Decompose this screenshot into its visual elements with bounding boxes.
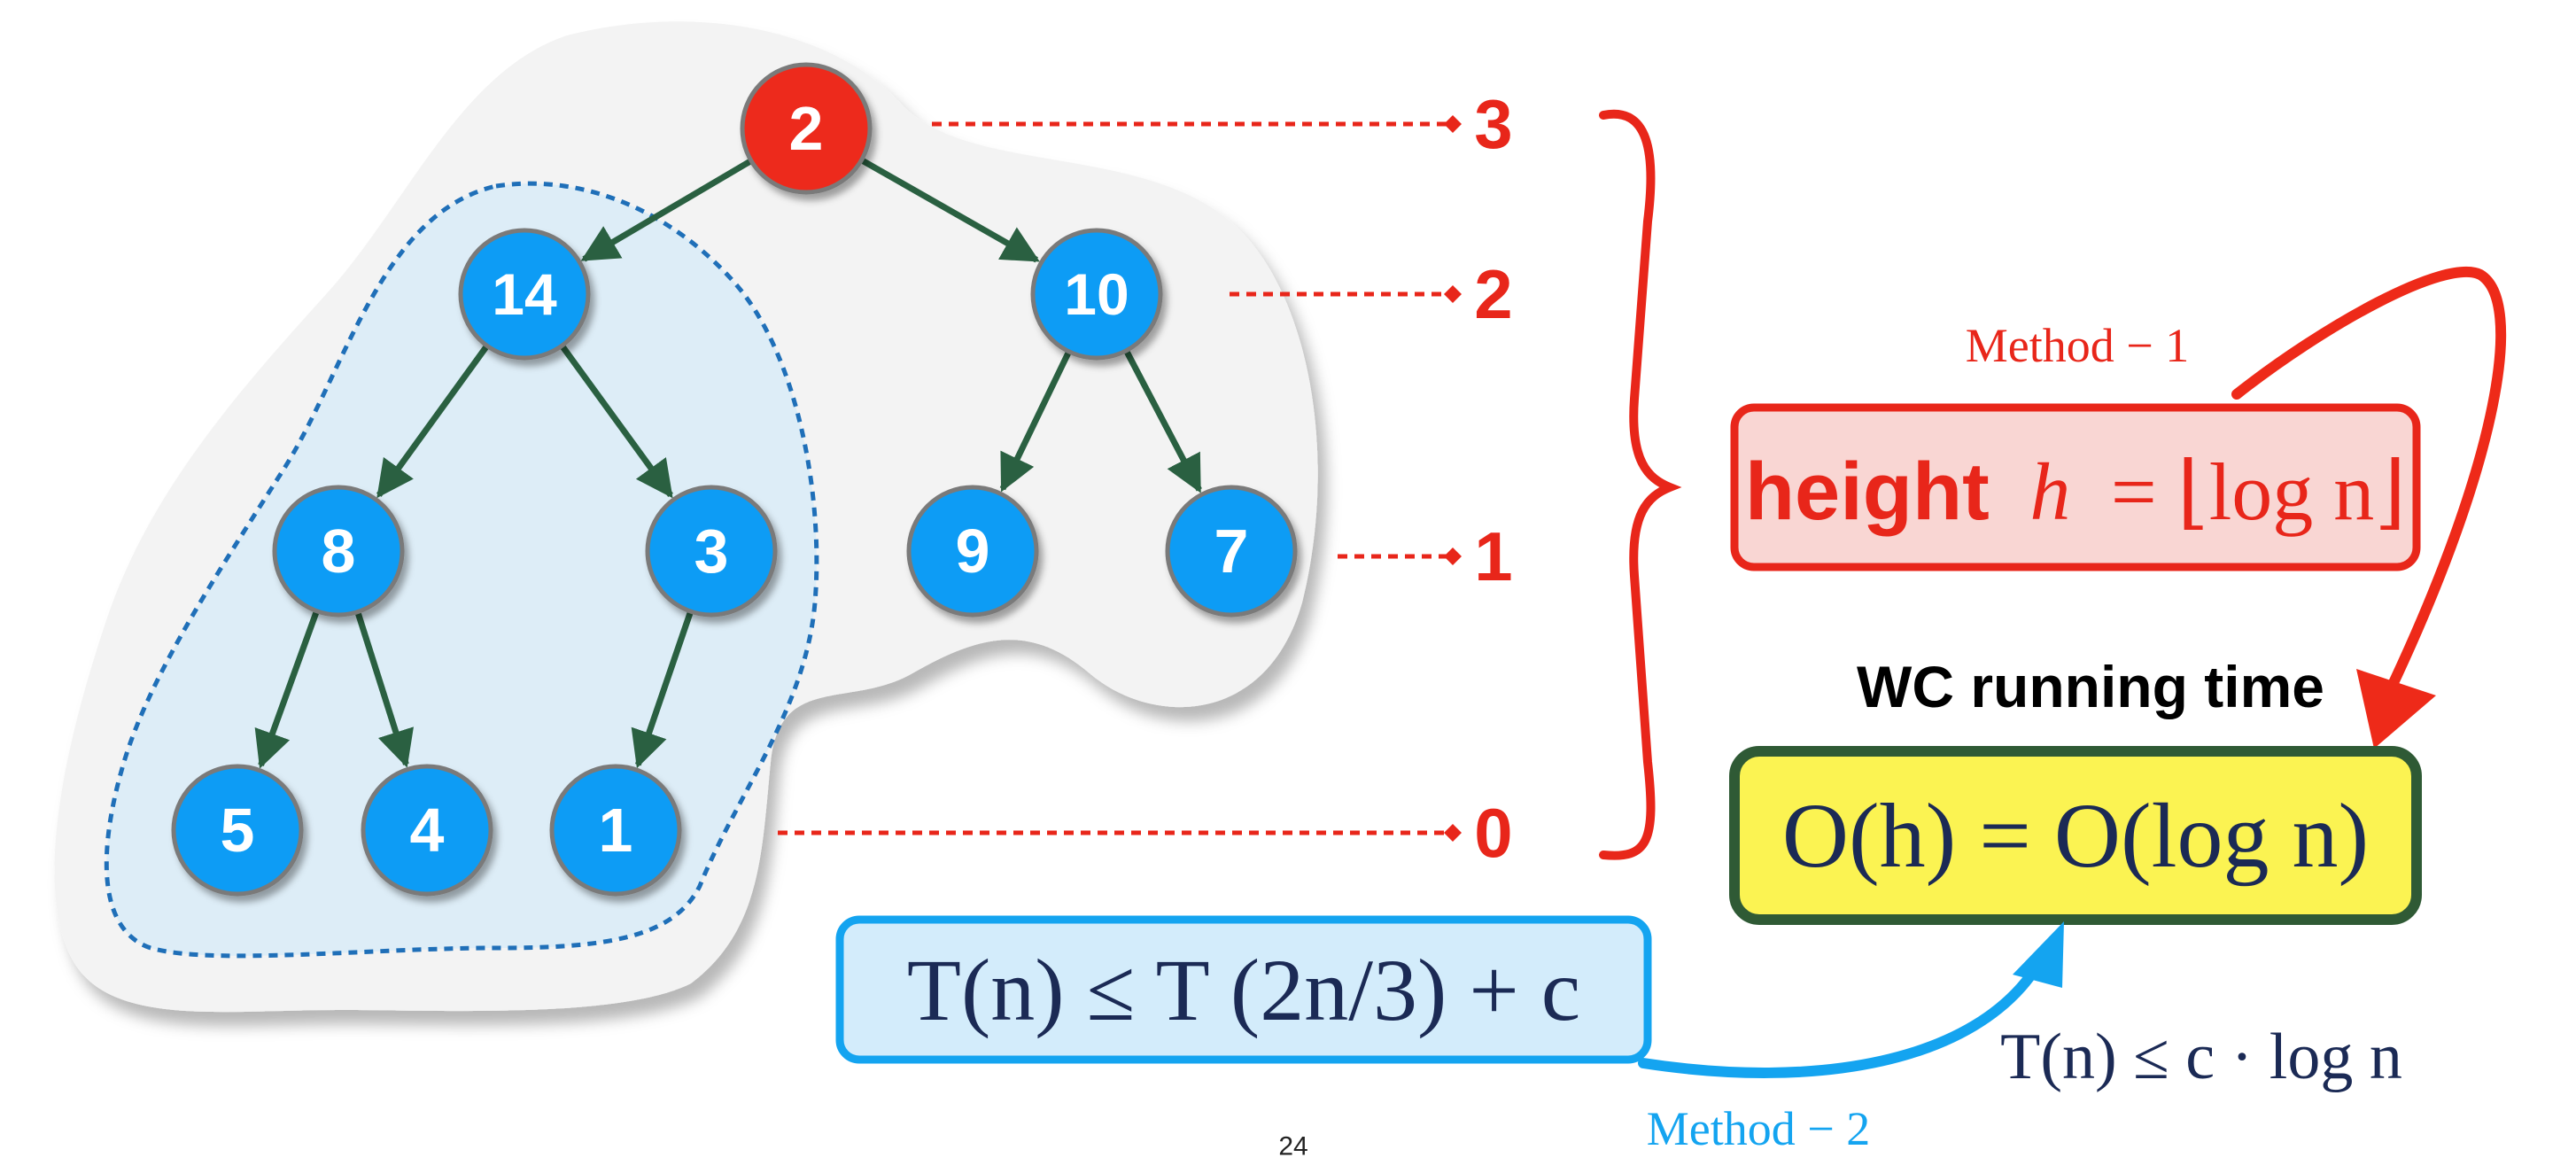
tree-node-circle <box>458 228 591 361</box>
tree-node-label: 5 <box>221 796 255 865</box>
method1-label: Method − 1 <box>1966 319 2189 372</box>
tree-node-14: 14 <box>458 228 591 361</box>
tree-edge-n10-n9 <box>999 352 1071 493</box>
tree-nodes: 2 14 10 8 3 9 7 5 4 1 <box>171 62 1298 897</box>
wc-left: O(h) <box>1782 785 1956 887</box>
method1-arrow <box>2231 266 2507 692</box>
tree-node-5: 5 <box>171 764 304 897</box>
tree-node-circle <box>171 764 304 897</box>
height-formula: height h = ⌊log n⌋ <box>1745 447 2406 537</box>
tree-node-8: 8 <box>272 485 405 618</box>
height-brace <box>1599 109 1682 860</box>
height-box <box>1730 403 2421 571</box>
tree-node-label: 3 <box>694 517 729 586</box>
tree-node-4: 4 <box>361 764 493 897</box>
tree-node-3: 3 <box>645 485 778 618</box>
tree-node-circle <box>1030 228 1163 361</box>
tree-edge-n8-n4 <box>355 612 414 768</box>
wc-formula: O(h) = O(log n) <box>1782 785 2369 887</box>
tree-edge-n8-n5 <box>254 611 320 769</box>
tree-edge-n10-n7 <box>1124 350 1202 493</box>
height-lhs: h <box>2029 447 2070 537</box>
recurrence-rhs: T (2n/3) + c <box>1156 941 1580 1039</box>
tree-edges <box>254 158 1202 769</box>
height-rhs: log n <box>2209 447 2375 537</box>
tree-node-7: 7 <box>1165 485 1298 618</box>
tree-edge-n14-n8 <box>376 345 489 499</box>
bound-lhs: T(n) <box>2000 1021 2117 1093</box>
tree-node-circle <box>361 764 493 897</box>
method2-arrow <box>1638 960 2043 1078</box>
tree-node-circle <box>906 485 1039 618</box>
level-label: 1 <box>1474 517 1512 595</box>
method2-arrowhead <box>2013 921 2064 988</box>
level-label: 3 <box>1474 85 1512 163</box>
page-number: 24 <box>1278 1132 1307 1161</box>
tree-node-label: 14 <box>492 261 557 327</box>
method1-arrowhead <box>2356 669 2436 749</box>
tree-node-label: 10 <box>1064 261 1129 327</box>
recurrence-lhs: T(n) <box>907 941 1065 1039</box>
tree-node-circle <box>1165 485 1298 618</box>
level-label: 2 <box>1474 255 1512 333</box>
tree-node-circle <box>549 764 682 897</box>
tree-node-2: 2 <box>740 62 873 195</box>
tree-node-label: 4 <box>410 796 445 865</box>
tree-node-label: 7 <box>1214 517 1249 586</box>
tree-node-1: 1 <box>549 764 682 897</box>
wc-right: O(log n) <box>2054 785 2369 887</box>
height-word: height <box>1745 447 1990 537</box>
tree-edge-n14-n3 <box>560 345 673 499</box>
recurrence-box <box>835 915 1652 1064</box>
tree-node-label: 1 <box>599 796 633 865</box>
tree-node-label: 9 <box>956 517 990 586</box>
tree-node-label: 8 <box>322 517 356 586</box>
tree-edge-root-n14 <box>580 159 751 262</box>
method2-label: Method − 2 <box>1647 1102 1870 1155</box>
tree-node-label: 2 <box>789 94 824 163</box>
bound-formula: T(n) ≤ c · log n <box>2000 1021 2402 1093</box>
recurrence-formula: T(n) ≤ T (2n/3) + c <box>907 941 1580 1039</box>
tree-node-circle <box>645 485 778 618</box>
tree-node-9: 9 <box>906 485 1039 618</box>
tree-edge-n3-n1 <box>631 611 694 769</box>
tree-edge-root-n10 <box>861 158 1040 263</box>
tree-node-10: 10 <box>1030 228 1163 361</box>
tree-node-circle <box>740 62 873 195</box>
tree-node-circle <box>272 485 405 618</box>
wc-heading: WC running time <box>1857 654 2324 719</box>
wc-box <box>1729 746 2422 925</box>
bound-rhs: c · log n <box>2185 1021 2402 1093</box>
level-label: 0 <box>1474 794 1512 872</box>
